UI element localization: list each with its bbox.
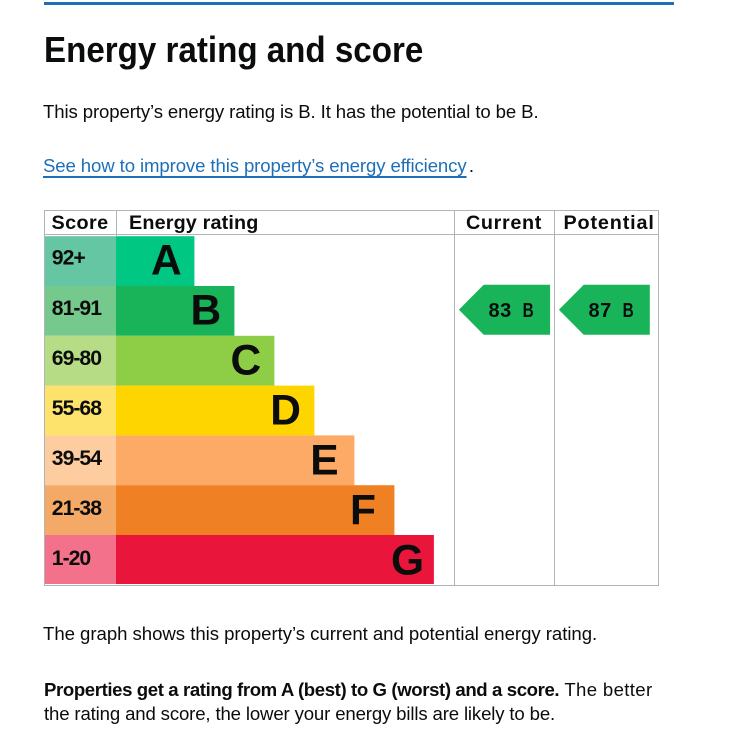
svg-text:69-80: 69-80 [52,347,101,370]
svg-text:F: F [350,487,376,534]
svg-text:Potential: Potential [564,212,655,234]
svg-text:B: B [623,300,635,322]
svg-text:B: B [523,300,535,322]
svg-text:G: G [391,537,424,584]
svg-text:81-91: 81-91 [52,297,102,320]
svg-text:83: 83 [489,300,512,322]
svg-text:C: C [231,337,262,384]
svg-text:Energy rating: Energy rating [129,212,258,234]
svg-text:A: A [151,237,182,284]
svg-text:B: B [191,287,222,334]
svg-text:21-38: 21-38 [52,497,102,520]
svg-text:E: E [310,437,338,484]
svg-text:Current: Current [466,212,542,234]
svg-text:Score: Score [52,212,109,234]
svg-text:1-20: 1-20 [52,547,91,570]
svg-text:55-68: 55-68 [52,397,102,420]
svg-text:39-54: 39-54 [52,447,102,470]
svg-text:87: 87 [589,300,612,322]
svg-text:D: D [270,387,301,434]
svg-text:92+: 92+ [52,247,86,270]
